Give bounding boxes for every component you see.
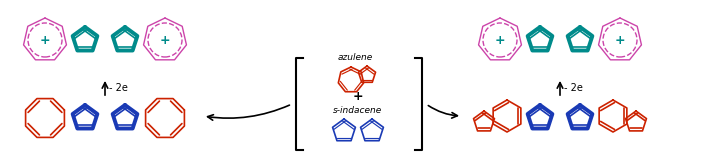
Text: +: + <box>614 33 625 46</box>
Text: +: + <box>159 33 170 46</box>
Text: s-indacene: s-indacene <box>333 106 382 115</box>
Text: - 2e: - 2e <box>109 83 128 93</box>
Text: azulene: azulene <box>337 53 372 62</box>
Text: - 2e: - 2e <box>564 83 583 93</box>
Text: +: + <box>40 33 51 46</box>
Text: +: + <box>352 89 363 103</box>
Text: +: + <box>495 33 506 46</box>
